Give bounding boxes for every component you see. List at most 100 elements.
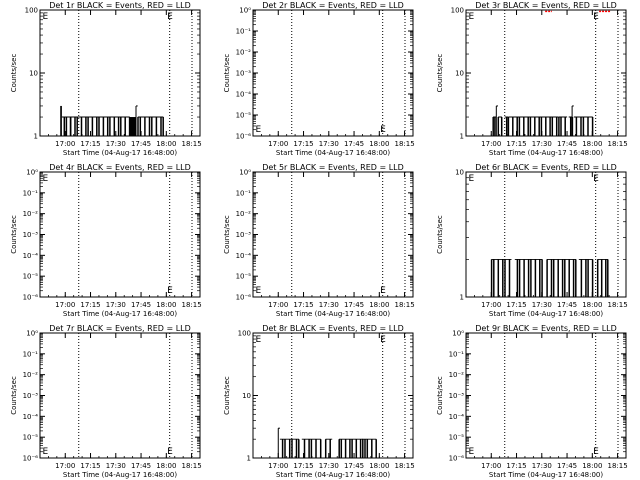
y-tick-label: 10⁻¹: [23, 350, 39, 358]
y-tick-label: 10⁻⁴: [449, 413, 465, 421]
x-axis-label: Start Time (04-Aug-17 16:48:00): [489, 149, 603, 157]
events-trace: [301, 438, 322, 459]
x-tick-label: 17:30: [319, 462, 339, 470]
event-marker-e: E: [469, 447, 475, 457]
x-tick-label: 17:45: [557, 462, 577, 470]
x-tick-label: 17:00: [55, 301, 75, 309]
y-tick-label: 10⁰: [452, 330, 464, 338]
panel-det-2: Det 2r BLACK = Events, RED = LLD 17:00 17:…: [223, 1, 415, 157]
y-tick-label: 10: [455, 70, 464, 78]
event-marker-e: E: [256, 286, 262, 296]
events-trace: [279, 438, 292, 459]
events-trace: [324, 438, 333, 459]
y-tick-label: 10⁻⁵: [23, 273, 39, 281]
x-tick-label: 17:30: [106, 140, 126, 148]
x-tick-label: 17:45: [131, 140, 151, 148]
event-marker-e: E: [256, 335, 262, 345]
x-tick-label: 17:15: [293, 462, 313, 470]
x-tick-label: 18:15: [607, 140, 627, 148]
x-tick-label: 17:15: [506, 462, 526, 470]
panel-title: Det 4r BLACK = Events, RED = LLD: [49, 163, 191, 172]
x-tick-label: 18:00: [582, 140, 602, 148]
x-tick-label: 18:00: [156, 301, 176, 309]
y-tick-label: 10: [29, 70, 38, 78]
x-tick-label: 17:45: [344, 462, 364, 470]
panel-title: Det 3r BLACK = Events, RED = LLD: [475, 1, 617, 10]
x-axis-label: Start Time (04-Aug-17 16:48:00): [489, 471, 603, 479]
x-axis-label: Start Time (04-Aug-17 16:48:00): [63, 149, 177, 157]
panel-title: Det 6r BLACK = Events, RED = LLD: [475, 163, 617, 172]
event-marker-e: E: [167, 447, 173, 457]
y-axis-label: Counts/sec: [223, 215, 231, 254]
y-tick-label: 10⁻⁶: [23, 455, 39, 463]
y-tick-label: 10: [242, 392, 251, 400]
x-tick-label: 17:30: [106, 462, 126, 470]
y-tick-label: 10⁻³: [23, 231, 39, 239]
events-trace: [504, 116, 509, 137]
x-tick-label: 17:00: [481, 301, 501, 309]
x-tick-label: 17:30: [532, 140, 552, 148]
x-tick-label: 17:30: [319, 301, 339, 309]
x-axis-label: Start Time (04-Aug-17 16:48:00): [489, 310, 603, 318]
plot-frame: [252, 332, 414, 459]
event-marker-e: E: [167, 286, 173, 296]
x-tick-label: 17:15: [80, 301, 100, 309]
x-tick-label: 17:30: [532, 301, 552, 309]
y-tick-label: 10⁻⁵: [449, 434, 465, 442]
x-tick-label: 18:15: [181, 462, 201, 470]
y-axis-label: Counts/sec: [436, 54, 444, 93]
y-tick-label: 10⁻⁴: [236, 91, 252, 99]
panel-title: Det 9r BLACK = Events, RED = LLD: [475, 324, 617, 333]
panel-det-9: Det 9r BLACK = Events, RED = LLD 17:00 17:…: [436, 324, 628, 479]
panel-det-6: Det 6r BLACK = Events, RED = LLD 17:00 17:…: [436, 163, 628, 318]
y-tick-label: 10⁻³: [236, 231, 252, 239]
events-trace: [69, 116, 131, 137]
events-trace: [507, 116, 559, 137]
events-trace: [61, 116, 72, 137]
plot-frame: [39, 171, 201, 298]
y-tick-label: 1: [460, 133, 464, 141]
x-tick-label: 17:00: [55, 140, 75, 148]
y-axis-label: Counts/sec: [10, 215, 18, 254]
y-tick-label: 10⁰: [239, 169, 251, 177]
plot-frame: [39, 332, 201, 459]
event-marker-e: E: [380, 286, 386, 296]
events-trace: [362, 438, 377, 459]
panel-det-3: Det 3r BLACK = Events, RED = LLD 17:00 17:…: [436, 1, 628, 157]
plot-frame: [252, 9, 414, 137]
y-tick-label: 10⁻³: [236, 70, 252, 78]
event-marker-e: E: [469, 12, 475, 22]
x-tick-label: 17:00: [481, 140, 501, 148]
panel-det-5: Det 5r BLACK = Events, RED = LLD 17:00 17:…: [223, 163, 415, 318]
y-tick-label: 10⁻¹: [236, 28, 252, 36]
y-tick-label: 10⁻⁵: [236, 112, 252, 120]
event-marker-e: E: [43, 447, 49, 457]
x-tick-label: 18:15: [181, 140, 201, 148]
panel-title: Det 8r BLACK = Events, RED = LLD: [262, 324, 404, 333]
y-tick-label: 10⁰: [26, 330, 38, 338]
y-tick-label: 10⁰: [26, 169, 38, 177]
events-trace: [596, 258, 609, 298]
y-tick-label: 10⁻¹: [236, 189, 252, 197]
x-tick-label: 17:45: [344, 140, 364, 148]
events-trace: [497, 116, 503, 137]
x-tick-label: 18:15: [181, 301, 201, 309]
events-trace: [514, 258, 543, 298]
plot-frame: [465, 171, 627, 298]
x-tick-label: 17:30: [106, 301, 126, 309]
y-tick-label: 10⁻¹: [23, 189, 39, 197]
y-tick-label: 10⁻²: [23, 210, 39, 218]
x-tick-label: 18:00: [582, 301, 602, 309]
x-tick-label: 17:30: [319, 140, 339, 148]
events-trace: [573, 116, 594, 137]
event-marker-e: E: [380, 335, 386, 345]
x-tick-label: 17:00: [481, 462, 501, 470]
event-marker-e: E: [167, 12, 173, 22]
events-trace: [137, 116, 164, 137]
y-axis-label: Counts/sec: [223, 376, 231, 415]
x-tick-label: 18:00: [369, 462, 389, 470]
x-tick-label: 18:15: [394, 140, 414, 148]
event-marker-e: E: [593, 174, 599, 184]
x-tick-label: 17:15: [80, 462, 100, 470]
